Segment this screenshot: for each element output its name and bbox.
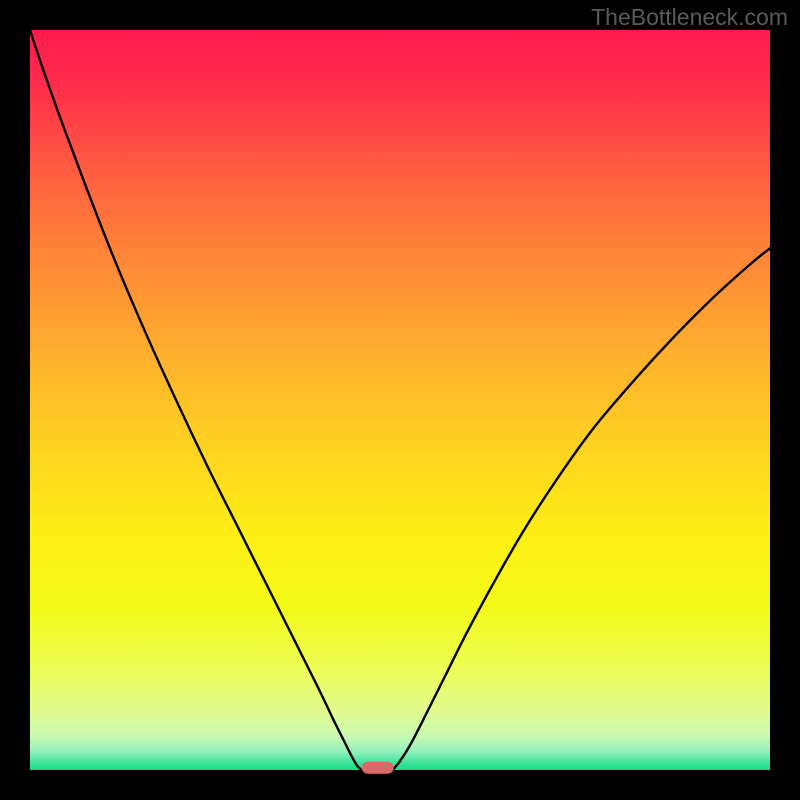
left-curve <box>30 30 362 770</box>
plot-area <box>30 30 770 770</box>
bottleneck-curves <box>30 30 770 770</box>
optimal-point-marker <box>362 761 395 774</box>
right-curve <box>393 248 770 770</box>
watermark-text: TheBottleneck.com <box>591 4 788 31</box>
chart-frame: TheBottleneck.com <box>0 0 800 800</box>
